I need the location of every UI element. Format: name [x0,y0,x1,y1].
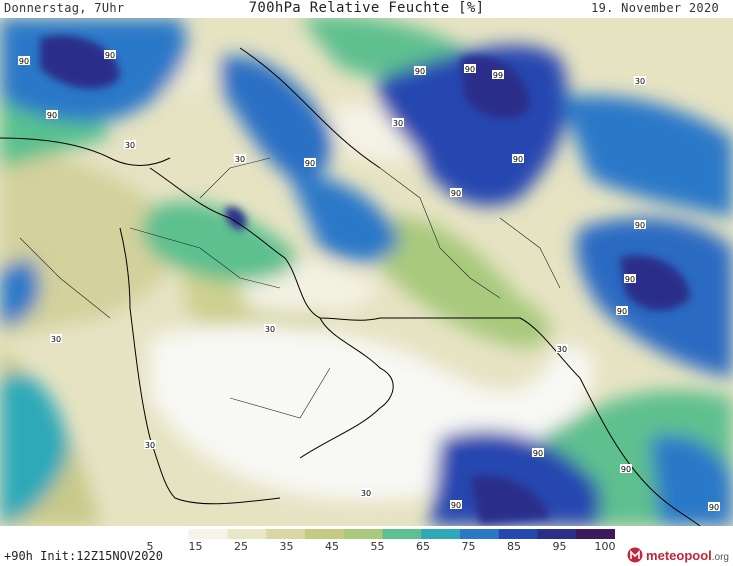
contour-label: 90 [512,154,524,164]
colorbar-segment [150,529,190,539]
svg-text:30: 30 [51,335,61,344]
meteopool-logo[interactable]: meteopool.org [627,545,729,565]
contour-label: 90 [304,158,316,168]
svg-text:30: 30 [125,141,135,150]
svg-text:30: 30 [235,155,245,164]
colorbar-tick-label: 45 [325,540,339,553]
contour-label: 30 [50,334,62,344]
colorbar-segment [305,529,345,539]
colorbar-segment [576,529,615,539]
contour-label: 90 [708,502,720,512]
contour-label: 30 [264,324,276,334]
svg-text:90: 90 [47,111,57,120]
svg-text:90: 90 [621,465,631,474]
meteopool-logo-icon [627,547,643,563]
svg-text:90: 90 [709,503,719,512]
contour-label: 90 [18,56,30,66]
svg-text:90: 90 [19,57,29,66]
colorbar-tick-label: 100 [594,540,616,553]
colorbar-segment [382,529,422,539]
colorbar-strip [150,529,615,539]
contour-label: 90 [620,464,632,474]
colorbar-segment [227,529,267,539]
colorbar-tick-label: 85 [507,540,521,553]
contour-label: 30 [392,118,404,128]
contour-label: 90 [450,500,462,510]
colorbar-segment [421,529,461,539]
contour-label: 90 [46,110,58,120]
colorbar-segment [343,529,383,539]
colorbar-tick-label: 95 [552,540,567,553]
chart-title: 700hPa Relative Feuchte [%] [248,0,485,16]
colorbar-tick-label: 75 [461,540,476,553]
svg-text:90: 90 [415,67,425,76]
colorbar-segment [498,529,538,539]
humidity-field [0,18,733,526]
contour-label: 90 [450,188,462,198]
contour-label: 99 [492,70,504,80]
forecast-date-label: 19. November 2020 [591,1,719,15]
svg-text:90: 90 [305,159,315,168]
contour-label: 90 [414,66,426,76]
colorbar-segment [266,529,306,539]
contour-label: 30 [234,154,246,164]
svg-text:30: 30 [557,345,567,354]
svg-text:90: 90 [451,501,461,510]
humidity-map: 90 90 90 30 30 90 90 90 99 90 90 30 30 9… [0,18,733,526]
colorbar-segment [537,529,577,539]
contour-label: 30 [360,488,372,498]
contour-labels: 90 90 90 30 30 90 90 90 99 90 90 30 30 9… [18,50,720,512]
contour-label: 90 [104,50,116,60]
colorbar-tick-label: 25 [234,540,248,553]
contour-label: 90 [616,306,628,316]
humidity-cores [40,35,690,524]
svg-text:90: 90 [617,307,627,316]
colorbar-tick-label: 35 [279,540,294,553]
svg-text:90: 90 [635,221,645,230]
forecast-run-label: +90h Init:12Z15NOV2020 [4,549,163,563]
svg-text:30: 30 [145,441,155,450]
svg-text:90: 90 [465,65,475,74]
colorbar-segment [188,529,228,539]
contour-label: 30 [556,344,568,354]
contour-label: 30 [144,440,156,450]
contour-label: 90 [634,220,646,230]
meteopool-logo-text: meteopool.org [646,547,729,563]
svg-text:90: 90 [533,449,543,458]
svg-text:90: 90 [451,189,461,198]
colorbar-tick-label: 5 [146,540,154,553]
svg-text:99: 99 [493,71,503,80]
contour-label: 30 [124,140,136,150]
forecast-day-label: Donnerstag, 7Uhr [4,1,125,15]
contour-label: 30 [634,76,646,86]
svg-text:30: 30 [265,325,275,334]
svg-text:30: 30 [393,119,403,128]
header-bar: Donnerstag, 7Uhr 700hPa Relative Feuchte… [0,0,733,18]
contour-label: 90 [624,274,636,284]
svg-text:30: 30 [635,77,645,86]
colorbar: 5 15 25 35 45 55 65 75 85 95 100 +90h Init:12Z15NO… [0,527,733,566]
colorbar-tick-label: 55 [370,540,385,553]
svg-text:90: 90 [105,51,115,60]
svg-text:90: 90 [625,275,635,284]
svg-text:30: 30 [361,489,371,498]
coastlines [0,47,701,526]
svg-text:90: 90 [513,155,523,164]
colorbar-tick-label: 65 [416,540,430,553]
borders [19,157,561,419]
colorbar-segment [460,529,500,539]
contour-label: 90 [464,64,476,74]
contour-label: 90 [532,448,544,458]
colorbar-tick-label: 15 [188,540,203,553]
